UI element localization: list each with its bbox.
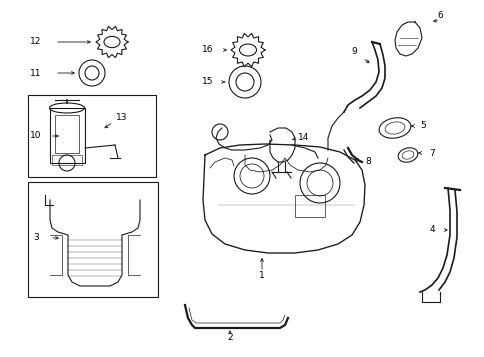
Bar [55,115,79,153]
Text: 3: 3 [33,233,39,242]
Text: 10: 10 [30,131,42,141]
Text: 2: 2 [227,333,232,342]
Text: 14: 14 [298,134,309,142]
Text: 7: 7 [428,149,434,157]
Text: 9: 9 [350,47,356,56]
Bar [52,155,82,165]
Text: 8: 8 [364,157,370,166]
Text: 12: 12 [30,37,42,46]
Bar [50,108,85,163]
Text: 4: 4 [428,226,434,235]
Text: 6: 6 [436,10,442,20]
Text: 13: 13 [116,114,127,122]
Bar [28,182,158,297]
Text: 5: 5 [419,121,425,131]
Bar [294,195,324,217]
Text: 1: 1 [258,272,264,281]
Text: 15: 15 [202,77,213,86]
Text: 11: 11 [30,69,42,77]
Bar [28,95,156,177]
Text: 16: 16 [202,45,213,55]
